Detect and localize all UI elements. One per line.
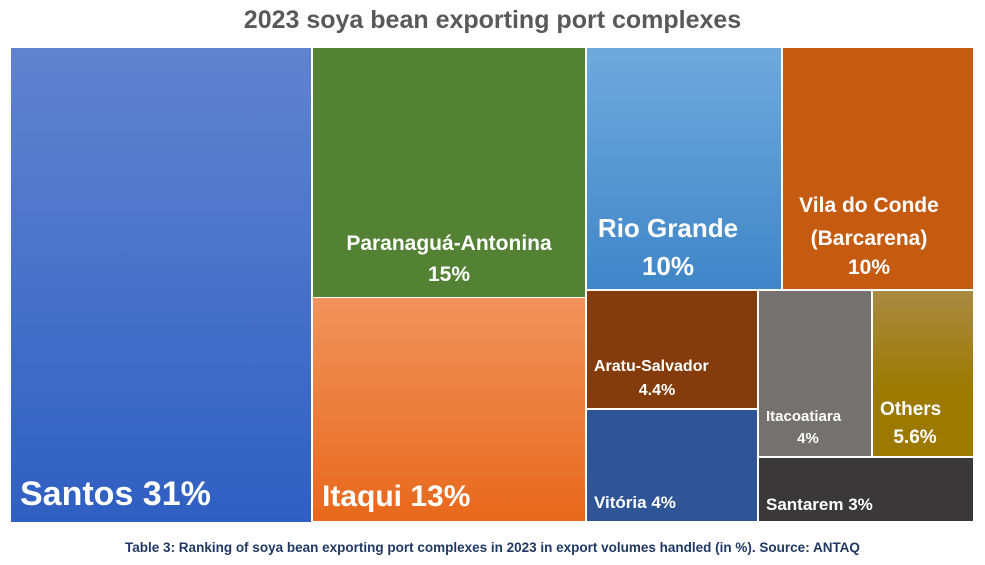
tile-santos	[10, 47, 312, 523]
tile-others	[872, 290, 974, 457]
tile-name: Paranaguá-Antonina	[346, 232, 552, 255]
tile-value: 15%	[427, 263, 471, 286]
tile-value: 4.4%	[638, 382, 676, 399]
tile-value: 4%	[797, 430, 819, 447]
tile-name: Others	[880, 399, 942, 420]
tile-name-line2: (Barcarena)	[810, 227, 928, 250]
tile-label: Itaqui 13%	[322, 480, 471, 513]
tile-rio-grande	[586, 47, 782, 290]
tile-santarem	[758, 457, 974, 522]
tile-name: Rio Grande	[597, 213, 739, 243]
tile-value: 5.6%	[893, 427, 937, 448]
tile-label: Santarem 3%	[766, 495, 873, 514]
tile-aratu-salvador	[586, 290, 758, 409]
tile-vito-ria	[586, 409, 758, 522]
chart-title: 2023 soya bean exporting port complexes	[243, 6, 742, 34]
chart-caption: Table 3: Ranking of soya bean exporting …	[125, 540, 860, 555]
tile-label: Vitória 4%	[594, 493, 676, 512]
tile-name: Itacoatiara	[766, 408, 842, 425]
tile-itaqui	[312, 297, 586, 522]
tile-name: Aratu-Salvador	[594, 358, 709, 375]
tile-value: 10%	[847, 256, 891, 279]
tile-itacoatiara	[758, 290, 872, 457]
tile-label: Santos 31%	[20, 475, 211, 513]
tile-vila-do-conde	[782, 47, 974, 290]
tile-name: Vila do Conde	[799, 194, 939, 217]
tile-value: 10%	[641, 251, 695, 281]
